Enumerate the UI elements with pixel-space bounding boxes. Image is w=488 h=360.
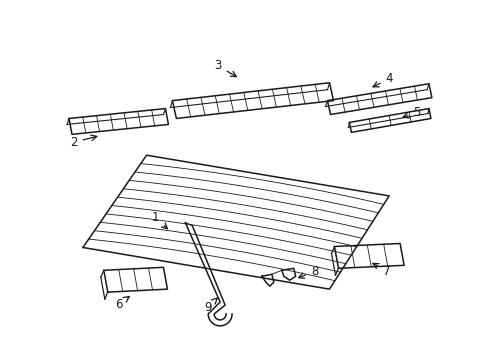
- Text: 5: 5: [402, 106, 420, 119]
- Text: 2: 2: [70, 135, 97, 149]
- Text: 7: 7: [372, 264, 390, 278]
- Text: 1: 1: [151, 211, 167, 229]
- Text: 6: 6: [115, 297, 129, 311]
- Text: 9: 9: [204, 298, 217, 314]
- Text: 8: 8: [298, 265, 318, 278]
- Text: 3: 3: [214, 59, 236, 77]
- Text: 4: 4: [372, 72, 392, 87]
